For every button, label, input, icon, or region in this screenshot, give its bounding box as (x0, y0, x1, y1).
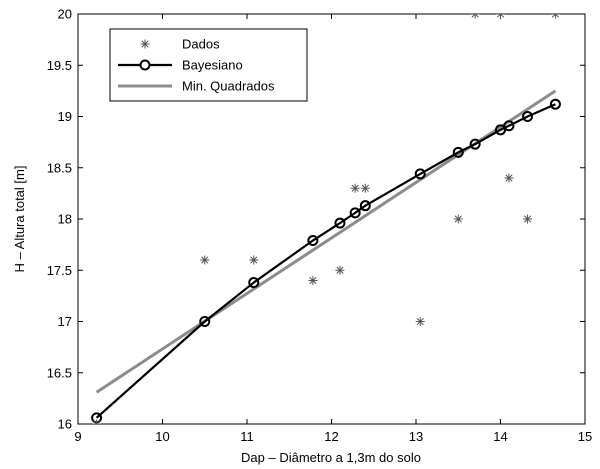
data-point (470, 14, 480, 19)
y-tick-label: 16.5 (47, 365, 72, 380)
x-tick-label: 14 (493, 429, 507, 444)
legend-marker (139, 59, 151, 71)
x-tick-label: 9 (74, 429, 81, 444)
data-point (453, 214, 463, 224)
data-point (334, 217, 346, 229)
data-point (452, 146, 464, 158)
legend-items: Dados Bayesiano Min. Quadrados (118, 37, 275, 94)
data-point (308, 276, 318, 285)
x-tick-label: 12 (324, 429, 338, 444)
x-tick-label: 11 (240, 429, 254, 444)
y-tick-label: 19 (58, 109, 72, 124)
data-point (335, 265, 345, 275)
data-point (359, 200, 371, 212)
series-layer (91, 14, 561, 424)
data-point (92, 419, 102, 424)
ticks-layer: 9 10 11 12 13 14 15 16 16.5 17 17.5 18 18.5 19 19.5 20 (47, 7, 593, 445)
data-point (414, 168, 426, 180)
data-point (503, 120, 515, 132)
data-point (200, 255, 210, 265)
data-point (495, 124, 506, 136)
y-tick-label: 19.5 (47, 58, 72, 73)
legend: Dados Bayesiano Min. Quadrados (109, 28, 308, 102)
x-tick-label: 13 (409, 429, 423, 444)
legend-item-min-quadrados: Min. Quadrados (118, 79, 275, 94)
y-tick-label: 18.5 (47, 160, 72, 175)
series-line (95, 103, 556, 419)
series-dados (92, 14, 560, 424)
data-point (350, 183, 360, 193)
y-tick-label: 16 (58, 417, 72, 432)
data-point (549, 98, 561, 110)
legend-label: Dados (182, 37, 220, 52)
legend-item-dados: Dados (140, 37, 220, 52)
data-point (349, 207, 361, 219)
data-point (199, 316, 211, 327)
y-tick-label: 17 (58, 314, 72, 329)
data-point (496, 14, 505, 19)
data-point (360, 183, 370, 193)
x-tick-label: 10 (155, 429, 169, 444)
legend-item-bayesiano: Bayesiano (118, 58, 243, 73)
y-tick-label: 18 (58, 212, 72, 227)
series-bayesiano (91, 98, 561, 424)
data-point (522, 111, 534, 122)
legend-label: Bayesiano (182, 58, 243, 73)
legend-label: Min. Quadrados (182, 79, 275, 94)
x-axis-label: Dap – Diâmetro a 1,3m do solo (241, 450, 421, 465)
data-point (523, 214, 533, 224)
data-point (415, 317, 425, 326)
legend-marker (140, 39, 150, 49)
y-tick-label: 20 (58, 7, 72, 22)
plot-content (91, 14, 561, 424)
data-point (248, 277, 260, 289)
data-point (550, 14, 560, 19)
data-point (249, 255, 259, 265)
y-axis-label: H – Altura total [m] (12, 166, 27, 273)
y-tick-label: 17.5 (47, 263, 72, 278)
data-point (307, 235, 319, 247)
data-point (469, 138, 481, 150)
data-point (504, 173, 514, 183)
x-tick-label: 15 (578, 429, 592, 444)
